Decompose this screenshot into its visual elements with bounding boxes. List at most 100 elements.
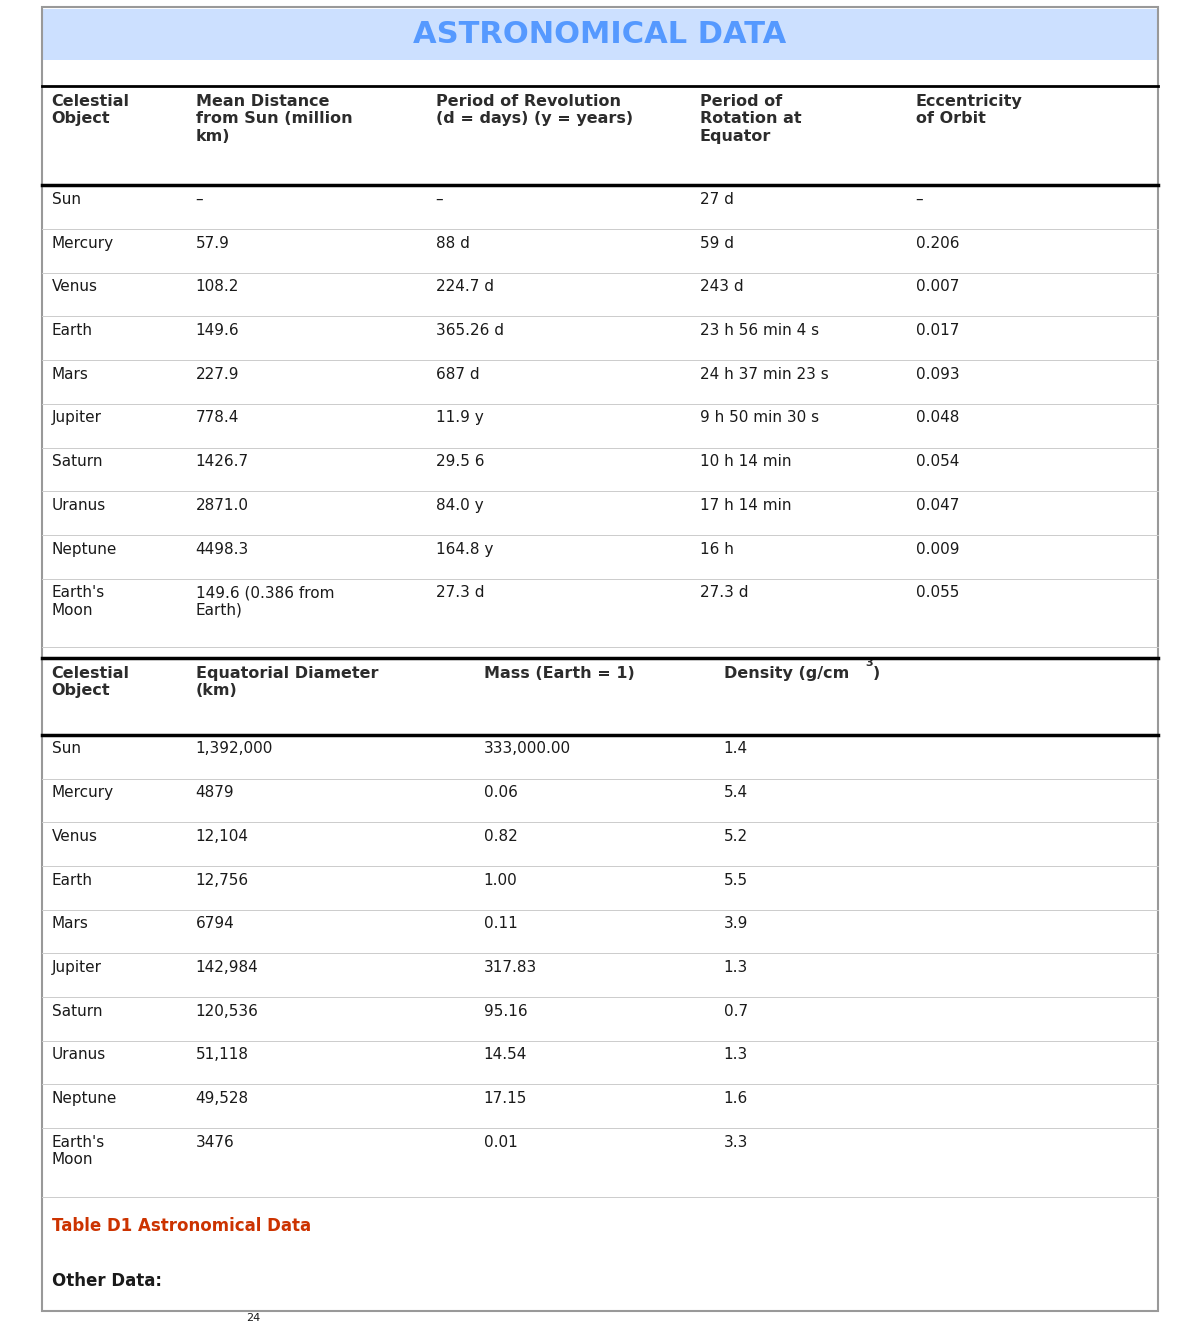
Text: 224.7 d: 224.7 d <box>436 279 493 294</box>
Text: 243 d: 243 d <box>700 279 743 294</box>
Text: Earth: Earth <box>52 323 92 338</box>
Text: 227.9: 227.9 <box>196 367 239 381</box>
Text: Jupiter: Jupiter <box>52 960 102 974</box>
Text: 4498.3: 4498.3 <box>196 542 248 556</box>
Text: Eccentricity
of Orbit: Eccentricity of Orbit <box>916 94 1022 126</box>
Text: Earth: Earth <box>52 873 92 887</box>
Text: Uranus: Uranus <box>52 1047 106 1062</box>
Text: 3476: 3476 <box>196 1135 234 1149</box>
Text: 0.009: 0.009 <box>916 542 959 556</box>
Text: 17.15: 17.15 <box>484 1091 527 1106</box>
Text: 0.11: 0.11 <box>484 916 517 931</box>
Text: 164.8 y: 164.8 y <box>436 542 493 556</box>
Text: 84.0 y: 84.0 y <box>436 498 484 512</box>
Text: 108.2: 108.2 <box>196 279 239 294</box>
Text: 0.047: 0.047 <box>916 498 959 512</box>
Text: 365.26 d: 365.26 d <box>436 323 504 338</box>
Text: 59 d: 59 d <box>700 236 733 250</box>
Text: 29.5 6: 29.5 6 <box>436 454 484 469</box>
Text: 4879: 4879 <box>196 785 234 800</box>
Text: Mass (Earth = 1): Mass (Earth = 1) <box>484 666 635 681</box>
Text: 1.3: 1.3 <box>724 960 748 974</box>
Text: 3.9: 3.9 <box>724 916 748 931</box>
Text: 12,756: 12,756 <box>196 873 248 887</box>
Text: ): ) <box>872 666 880 681</box>
Text: 23 h 56 min 4 s: 23 h 56 min 4 s <box>700 323 818 338</box>
Text: 27.3 d: 27.3 d <box>700 585 748 600</box>
Text: Celestial
Object: Celestial Object <box>52 666 130 698</box>
Text: 687 d: 687 d <box>436 367 479 381</box>
Text: 88 d: 88 d <box>436 236 469 250</box>
Text: Density (g/cm: Density (g/cm <box>724 666 848 681</box>
Text: Sun: Sun <box>52 741 80 756</box>
Text: 149.6 (0.386 from
Earth): 149.6 (0.386 from Earth) <box>196 585 334 617</box>
Text: ASTRONOMICAL DATA: ASTRONOMICAL DATA <box>413 20 787 49</box>
Text: 17 h 14 min: 17 h 14 min <box>700 498 791 512</box>
Text: 2871.0: 2871.0 <box>196 498 248 512</box>
Text: 6794: 6794 <box>196 916 234 931</box>
Text: 5.4: 5.4 <box>724 785 748 800</box>
Text: 24 h 37 min 23 s: 24 h 37 min 23 s <box>700 367 828 381</box>
Text: Mean Distance
from Sun (million
km): Mean Distance from Sun (million km) <box>196 94 353 144</box>
Text: Neptune: Neptune <box>52 542 116 556</box>
Text: Mercury: Mercury <box>52 236 114 250</box>
Text: Mars: Mars <box>52 367 89 381</box>
Text: 16 h: 16 h <box>700 542 733 556</box>
Text: Earth's
Moon: Earth's Moon <box>52 1135 104 1166</box>
Text: 0.06: 0.06 <box>484 785 517 800</box>
Text: 24: 24 <box>247 1313 260 1324</box>
Text: Jupiter: Jupiter <box>52 410 102 425</box>
Text: 778.4: 778.4 <box>196 410 239 425</box>
Text: 27 d: 27 d <box>700 192 733 207</box>
Text: 1.00: 1.00 <box>484 873 517 887</box>
Text: 27.3 d: 27.3 d <box>436 585 484 600</box>
Text: 1426.7: 1426.7 <box>196 454 248 469</box>
Text: 51,118: 51,118 <box>196 1047 248 1062</box>
Text: 1,392,000: 1,392,000 <box>196 741 272 756</box>
Text: Mercury: Mercury <box>52 785 114 800</box>
Text: 5.2: 5.2 <box>724 829 748 843</box>
Text: 3: 3 <box>865 658 872 669</box>
Text: 0.055: 0.055 <box>916 585 959 600</box>
Text: 11.9 y: 11.9 y <box>436 410 484 425</box>
Text: 0.007: 0.007 <box>916 279 959 294</box>
Text: 14.54: 14.54 <box>484 1047 527 1062</box>
Text: Period of Revolution
(d = days) (y = years): Period of Revolution (d = days) (y = yea… <box>436 94 632 126</box>
Text: Saturn: Saturn <box>52 1004 102 1018</box>
Text: 149.6: 149.6 <box>196 323 239 338</box>
Text: –: – <box>916 192 923 207</box>
Text: Uranus: Uranus <box>52 498 106 512</box>
Bar <box>42 9 1158 60</box>
Text: Venus: Venus <box>52 829 97 843</box>
Text: 120,536: 120,536 <box>196 1004 258 1018</box>
Text: 317.83: 317.83 <box>484 960 536 974</box>
Text: Other Data:: Other Data: <box>52 1272 162 1291</box>
Text: Venus: Venus <box>52 279 97 294</box>
Text: –: – <box>436 192 443 207</box>
Text: 0.017: 0.017 <box>916 323 959 338</box>
Text: 1.3: 1.3 <box>724 1047 748 1062</box>
Text: Sun: Sun <box>52 192 80 207</box>
Text: Mars: Mars <box>52 916 89 931</box>
Text: 333,000.00: 333,000.00 <box>484 741 571 756</box>
Text: 0.82: 0.82 <box>484 829 517 843</box>
Text: 49,528: 49,528 <box>196 1091 248 1106</box>
Text: 12,104: 12,104 <box>196 829 248 843</box>
Text: Earth's
Moon: Earth's Moon <box>52 585 104 617</box>
Text: Saturn: Saturn <box>52 454 102 469</box>
Text: 5.5: 5.5 <box>724 873 748 887</box>
Text: 3.3: 3.3 <box>724 1135 748 1149</box>
Text: 0.048: 0.048 <box>916 410 959 425</box>
Text: Equatorial Diameter
(km): Equatorial Diameter (km) <box>196 666 378 698</box>
Text: 95.16: 95.16 <box>484 1004 527 1018</box>
Text: 9 h 50 min 30 s: 9 h 50 min 30 s <box>700 410 818 425</box>
Text: Neptune: Neptune <box>52 1091 116 1106</box>
Text: 0.093: 0.093 <box>916 367 959 381</box>
Text: 1.4: 1.4 <box>724 741 748 756</box>
Text: 10 h 14 min: 10 h 14 min <box>700 454 791 469</box>
Text: 57.9: 57.9 <box>196 236 229 250</box>
Text: Table D1 Astronomical Data: Table D1 Astronomical Data <box>52 1217 311 1235</box>
Text: 0.7: 0.7 <box>724 1004 748 1018</box>
Text: 0.054: 0.054 <box>916 454 959 469</box>
Text: 1.6: 1.6 <box>724 1091 748 1106</box>
